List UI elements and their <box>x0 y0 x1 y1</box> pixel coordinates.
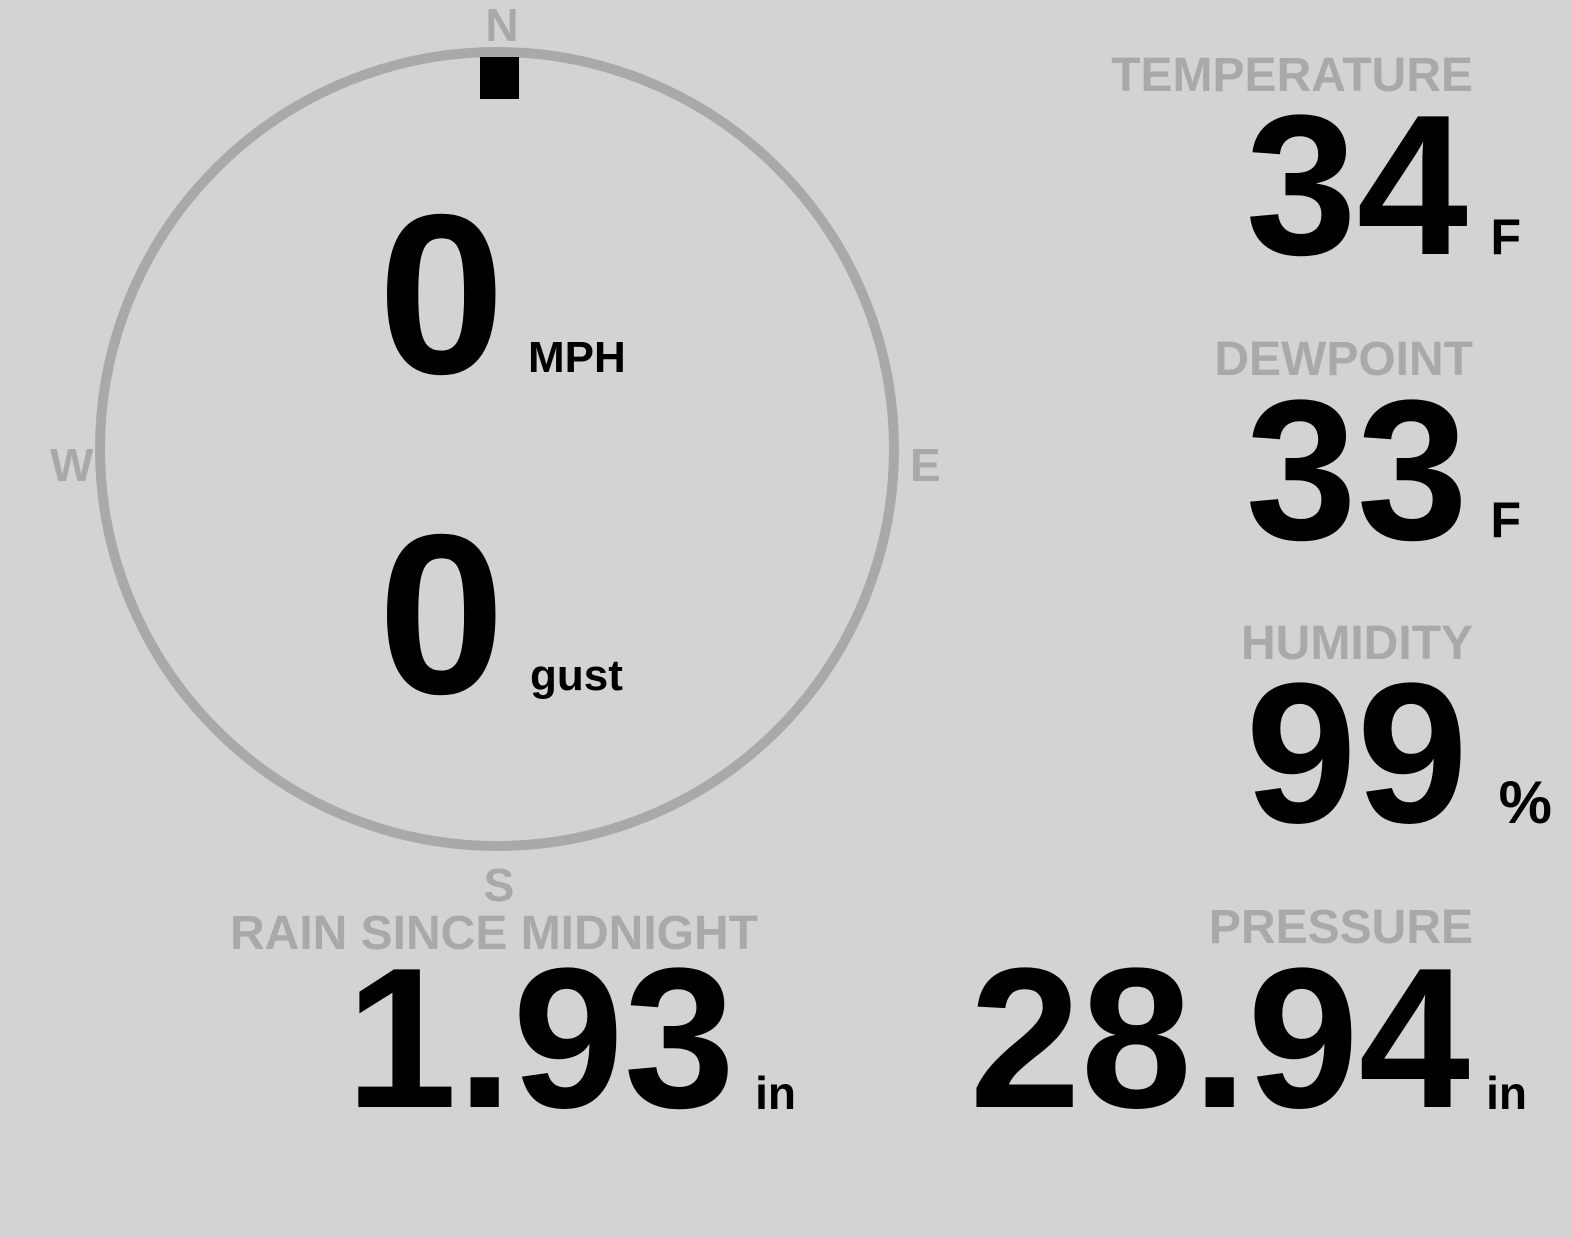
pressure-value: 28.94 <box>969 927 1471 1150</box>
compass-tick <box>772 724 784 736</box>
humidity-value: 99 <box>1245 642 1468 865</box>
rain-value: 1.93 <box>345 927 735 1150</box>
temperature-unit: F <box>1490 209 1521 265</box>
compass-tick <box>210 162 222 174</box>
compass-west: W <box>50 439 94 491</box>
compass-tick <box>772 162 784 174</box>
temperature-value: 34 <box>1245 74 1468 297</box>
wind-direction-marker <box>480 57 519 99</box>
wind-gust-value: 0 <box>378 488 505 742</box>
compass-tick <box>210 724 222 736</box>
dewpoint-label: DEWPOINT <box>1214 333 1473 386</box>
dewpoint-value: 33 <box>1245 359 1468 582</box>
humidity-unit: % <box>1498 769 1552 836</box>
temperature-label: TEMPERATURE <box>1111 49 1473 102</box>
rain-label: RAIN SINCE MIDNIGHT <box>230 907 758 960</box>
humidity-label: HUMIDITY <box>1241 617 1473 670</box>
wind-gust-unit: gust <box>530 651 623 700</box>
pressure-label: PRESSURE <box>1208 901 1473 954</box>
compass-south: S <box>483 859 515 911</box>
dewpoint-unit: F <box>1490 492 1521 548</box>
rain-unit: in <box>755 1067 796 1119</box>
wind-speed-value: 0 <box>378 168 505 422</box>
compass-north: N <box>485 0 519 51</box>
wind-speed-unit: MPH <box>528 333 626 382</box>
compass-ring <box>95 47 899 851</box>
pressure-unit: in <box>1486 1067 1527 1119</box>
compass-east: E <box>910 439 941 491</box>
